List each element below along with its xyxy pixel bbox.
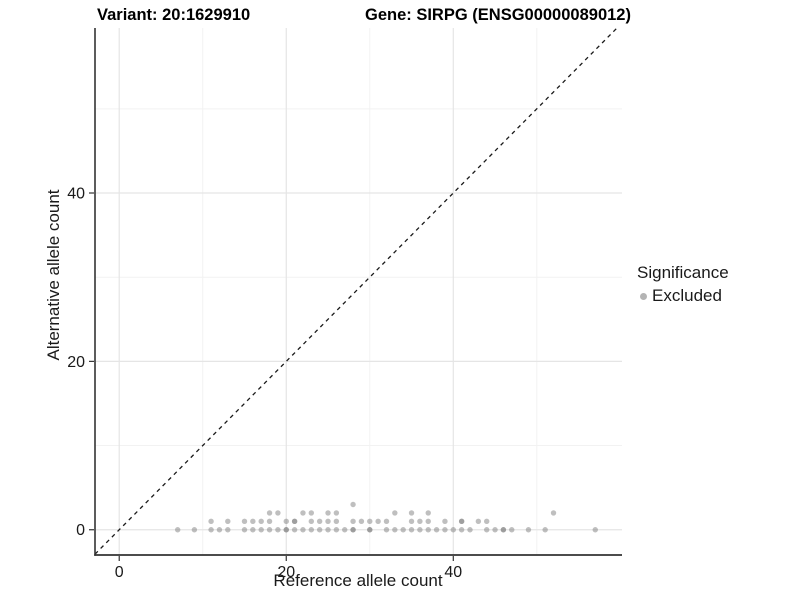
svg-text:0: 0 — [76, 522, 85, 539]
legend: Significance Excluded — [637, 263, 729, 306]
legend-item-excluded: Excluded — [637, 286, 729, 306]
svg-text:0: 0 — [115, 564, 124, 581]
svg-text:20: 20 — [67, 354, 85, 371]
x-axis-label: Reference allele count — [273, 571, 443, 590]
svg-text:40: 40 — [67, 186, 85, 203]
svg-text:40: 40 — [444, 564, 462, 581]
legend-title: Significance — [637, 263, 729, 282]
legend-point-icon — [640, 292, 647, 300]
plot-title-gene: Gene: SIRPG (ENSG00000089012) — [365, 6, 631, 24]
svg-text:20: 20 — [277, 564, 295, 581]
plot-title-variant: Variant: 20:1629910 — [97, 6, 251, 24]
y-axis-label: Alternative allele count — [44, 189, 63, 361]
legend-item-label: Excluded — [652, 286, 722, 305]
